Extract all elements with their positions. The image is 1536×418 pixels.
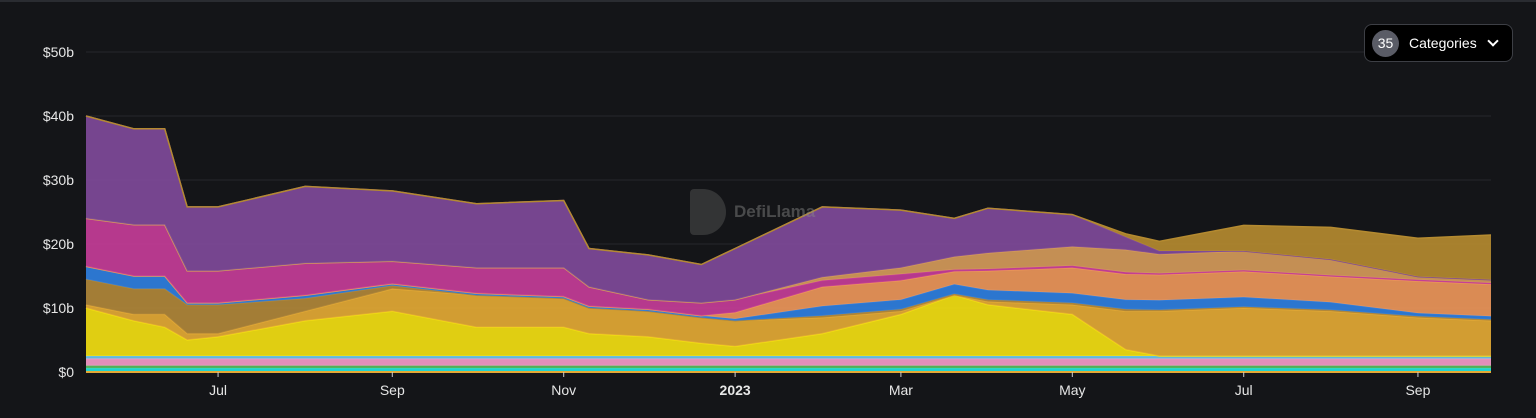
x-tick-label: Sep <box>380 382 405 398</box>
x-tick-label: Jul <box>1235 382 1253 398</box>
x-tick-label: Jul <box>209 382 227 398</box>
x-tick-label: 2023 <box>720 382 751 398</box>
x-axis: Jul Sep Nov 2023 Mar May Jul Sep <box>86 371 1491 398</box>
area-series-5 <box>86 288 1491 356</box>
defillama-logo-icon <box>690 189 726 235</box>
top-border <box>0 0 1536 2</box>
y-tick-label: $10b <box>43 300 74 316</box>
x-tick-label: Sep <box>1405 382 1430 398</box>
area-series-9 <box>86 218 1491 316</box>
watermark-text: DefiLlama <box>734 202 816 221</box>
watermark: DefiLlama <box>690 189 815 235</box>
y-tick-label: $30b <box>43 172 74 188</box>
x-tick-label: Nov <box>551 382 576 398</box>
area-series-2 <box>86 358 1491 366</box>
chevron-down-icon <box>1487 35 1499 47</box>
y-tick-label: $20b <box>43 236 74 252</box>
y-tick-label: $40b <box>43 108 74 124</box>
area-series-8 <box>86 266 1491 319</box>
categories-dropdown[interactable]: 35 Categories <box>1364 24 1513 62</box>
y-tick-label: $50b <box>43 44 74 60</box>
area-series-12 <box>86 116 1491 280</box>
area-series-7 <box>86 266 1491 321</box>
categories-count-badge: 35 <box>1372 29 1399 57</box>
area-series-6 <box>86 279 1491 334</box>
area-series <box>85 115 1492 372</box>
series-line-12 <box>85 115 1492 266</box>
area-series-4 <box>86 295 1491 356</box>
area-series-11 <box>86 116 1491 303</box>
y-axis: $0 $10b $20b $30b $40b $50b <box>43 44 74 380</box>
y-tick-label: $0 <box>58 364 74 380</box>
categories-label: Categories <box>1409 35 1477 51</box>
x-tick-label: Mar <box>889 382 913 398</box>
x-tick-label: May <box>1059 382 1085 398</box>
